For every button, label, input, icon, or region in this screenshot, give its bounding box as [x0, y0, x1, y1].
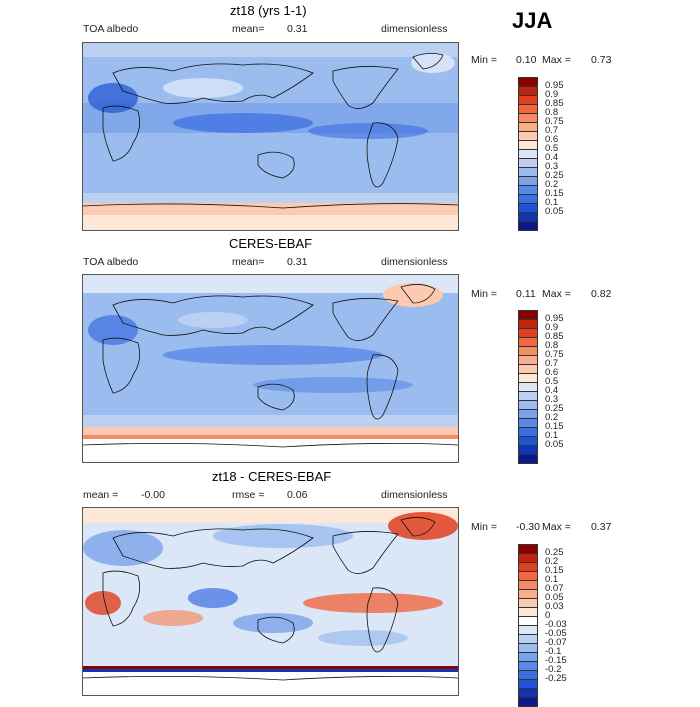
colorbar-tick-label: 0.1 [545, 430, 559, 441]
panel-3-map [82, 507, 459, 696]
panel-2-min-label: Min = [471, 288, 497, 300]
colorbar-swatch [518, 454, 538, 464]
panel-1-title: zt18 (yrs 1-1) [230, 3, 307, 18]
panel-3-units: dimensionless [381, 489, 448, 501]
panel-3-colorbar: 0.25 0.2 0.15 0.1 0.07 0.05 0.03 0 -0.03 -0.05 -0.… [518, 544, 578, 707]
colorbar-tick-label: 0.75 [545, 116, 564, 127]
panel-2-mean-label: mean= [232, 256, 265, 268]
colorbar-tick-label: 0.95 [545, 80, 564, 91]
panel-2-min-value: 0.11 [516, 288, 536, 300]
panel-3-max-value: 0.37 [591, 521, 612, 533]
panel-3-rmse-value: 0.06 [287, 489, 308, 501]
panel-3-max-label: Max = [542, 521, 571, 533]
panel-3-title: zt18 - CERES-EBAF [212, 469, 332, 484]
colorbar-tick-label: 0.1 [545, 574, 559, 585]
panel-1-min-value: 0.10 [516, 54, 537, 66]
panel-1-map [82, 42, 459, 231]
colorbar-tick-label: 0.25 [545, 403, 564, 414]
colorbar-tick-label: 0.2 [545, 556, 559, 567]
colorbar-tick-label: 0.7 [545, 358, 559, 369]
panel-2-max-value: 0.82 [591, 288, 612, 300]
panel-1-min-label: Min = [471, 54, 497, 66]
panel-2-mean-value: 0.31 [287, 256, 308, 268]
colorbar-tick-label: 0.5 [545, 376, 559, 387]
panel-2-map [82, 274, 459, 463]
panel-2-title: CERES-EBAF [229, 236, 313, 251]
panel-2-max-label: Max = [542, 288, 571, 300]
colorbar-tick-label: 0.9 [545, 322, 559, 333]
panel-2-colorbar: 0.95 0.9 0.85 0.8 0.75 0.7 0.6 0.5 0.4 0.3 0.25 0.2… [518, 310, 578, 464]
colorbar-swatch [518, 221, 538, 231]
colorbar-tick-label: 0.07 [545, 583, 564, 594]
colorbar-tick-label: 0.15 [545, 421, 564, 432]
colorbar-tick-label: 0.6 [545, 134, 559, 145]
colorbar-tick-label: 0.5 [545, 143, 559, 154]
colorbar-tick-label: 0.85 [545, 331, 564, 342]
colorbar-tick-label: 0.9 [545, 89, 559, 100]
colorbar-tick-label: 0.25 [545, 170, 564, 181]
colorbar-tick-label: 0.1 [545, 197, 559, 208]
panel-2-units: dimensionless [381, 256, 448, 268]
panel-3-rmse-label: rmse = [232, 489, 265, 501]
colorbar-tick-label: 0.75 [545, 349, 564, 360]
panel-1-mean-value: 0.31 [287, 23, 308, 35]
colorbar-tick-label: 0.2 [545, 179, 559, 190]
colorbar-tick-label: 0.05 [545, 206, 564, 217]
colorbar-tick-label: 0.03 [545, 601, 564, 612]
colorbar-tick-label: 0.4 [545, 152, 559, 163]
panel-1-units: dimensionless [381, 23, 448, 35]
season-label: JJA [512, 8, 553, 33]
panel-1-max-value: 0.73 [591, 54, 612, 66]
colorbar-tick-label: 0.6 [545, 367, 559, 378]
colorbar-tick-label: 0.8 [545, 340, 559, 351]
colorbar-tick-label: 0.8 [545, 107, 559, 118]
colorbar-tick-label: 0.4 [545, 385, 559, 396]
colorbar-tick-label: 0.3 [545, 394, 559, 405]
colorbar-swatch [518, 697, 538, 707]
colorbar-tick-label: 0 [545, 610, 551, 621]
colorbar-tick-label: -0.15 [545, 655, 567, 666]
colorbar-tick-label: 0.05 [545, 439, 564, 450]
colorbar-tick-label: -0.1 [545, 646, 562, 657]
colorbar-tick-label: 0.15 [545, 188, 564, 199]
panel-3-mean-value: -0.00 [141, 489, 165, 501]
panel-1-mean-label: mean= [232, 23, 265, 35]
colorbar-tick-label: 0.85 [545, 98, 564, 109]
panel-3-mean-label: mean = [83, 489, 119, 501]
colorbar-tick-label: 0.7 [545, 125, 559, 136]
colorbar-tick-label: 0.25 [545, 547, 564, 558]
colorbar-tick-label: -0.07 [545, 637, 567, 648]
panel-3-min-label: Min = [471, 521, 497, 533]
colorbar-tick-label: 0.3 [545, 161, 559, 172]
colorbar-tick-label: 0.2 [545, 412, 559, 423]
colorbar-tick-label: 0.95 [545, 313, 564, 324]
colorbar-tick-label: 0.05 [545, 592, 564, 603]
colorbar-tick-label: -0.2 [545, 664, 562, 675]
panel-1-colorbar: 0.95 0.9 0.85 0.8 0.75 0.7 0.6 0.5 0.4 0.3 0.25 0.2… [518, 77, 578, 231]
panel-3-min-value: -0.30 [516, 521, 540, 533]
panel-1-max-label: Max = [542, 54, 571, 66]
colorbar-tick-label: -0.05 [545, 628, 567, 639]
panel-1-field-label: TOA albedo [83, 23, 139, 35]
colorbar-tick-label: 0.15 [545, 565, 564, 576]
colorbar-tick-label: -0.25 [545, 673, 567, 684]
colorbar-tick-label: -0.03 [545, 619, 567, 630]
panel-2-field-label: TOA albedo [83, 256, 139, 268]
